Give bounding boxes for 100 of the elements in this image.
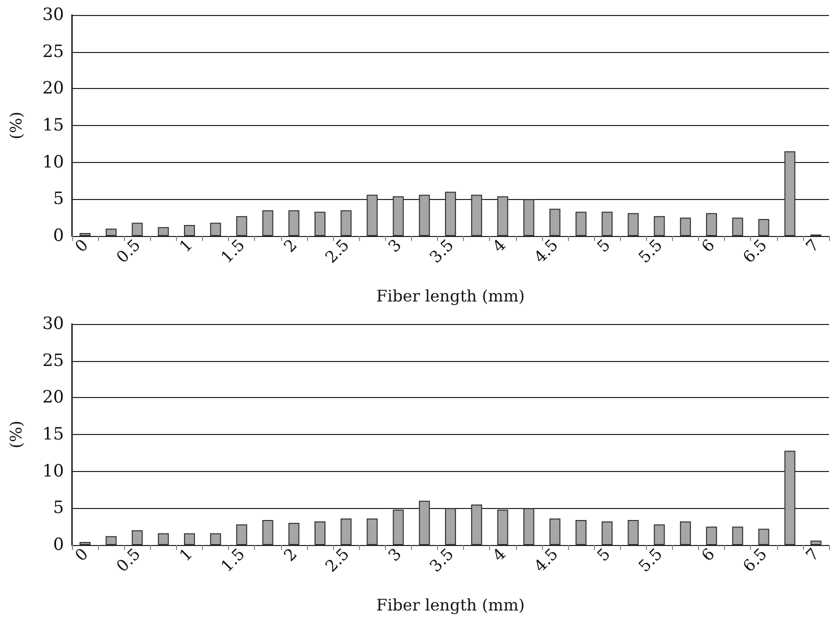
- x-tick-label: 4.5: [530, 235, 562, 267]
- y-tick-label: 30: [42, 314, 64, 334]
- x-tick-label: 1.5: [216, 235, 248, 267]
- bar: [158, 227, 169, 236]
- y-tick-label: 20: [42, 78, 64, 99]
- x-tick-label: 3: [384, 544, 406, 565]
- y-axis-title: (%): [6, 112, 26, 140]
- bar: [680, 521, 691, 545]
- x-tick-label: 7: [802, 235, 823, 256]
- bar: [210, 533, 222, 545]
- bar: [106, 228, 117, 236]
- y-tick-label: 5: [53, 189, 64, 210]
- bar: [340, 210, 352, 236]
- bar: [471, 504, 482, 545]
- bar: [314, 212, 326, 236]
- x-tick-label: 2: [280, 235, 301, 256]
- x-axis-title: Fiber length (mm): [376, 596, 525, 614]
- bar: [366, 518, 378, 545]
- bar: [418, 194, 430, 236]
- bar: [680, 218, 691, 236]
- x-tick-label: 0.5: [112, 235, 144, 267]
- y-tick-label: 25: [42, 42, 64, 62]
- x-tick-label: 3.5: [426, 544, 458, 576]
- x-tick-label: 1: [176, 235, 196, 256]
- x-tick-label: 7: [802, 544, 823, 565]
- bar: [732, 526, 744, 545]
- bar: [758, 219, 770, 236]
- x-tick-label: 4.5: [530, 544, 562, 576]
- bar: [392, 510, 404, 545]
- y-tick-label: 15: [42, 116, 64, 136]
- y-tick-label: 10: [42, 461, 64, 482]
- x-tick-label: 2.5: [321, 235, 353, 267]
- x-tick-label: 6.5: [739, 544, 770, 576]
- y-tick-label: 5: [53, 498, 64, 518]
- bar: [392, 196, 404, 236]
- bar: [706, 213, 718, 236]
- bar: [628, 213, 639, 236]
- y-tick-label: 20: [42, 388, 64, 408]
- bar: [549, 518, 560, 545]
- x-tick-label: 3.5: [426, 235, 458, 267]
- bar: [184, 533, 195, 545]
- x-tick-label: 2.5: [321, 544, 353, 576]
- bar: [549, 208, 560, 236]
- bar: [810, 540, 822, 545]
- x-tick-label: 5: [593, 544, 614, 565]
- x-tick-label: 5.5: [634, 544, 666, 576]
- bar: [758, 528, 770, 545]
- x-tick-label: 0.5: [112, 544, 144, 576]
- bar: [445, 508, 456, 545]
- x-tick-label: 6: [698, 544, 718, 565]
- x-tick-label: 6.5: [739, 235, 770, 267]
- bar: [576, 520, 586, 545]
- x-axis-title: Fiber length (mm): [376, 286, 525, 306]
- bar: [602, 212, 613, 236]
- bar: [236, 216, 248, 236]
- bar: [288, 210, 300, 236]
- bar: [784, 151, 796, 236]
- x-tick-label: 5: [593, 235, 614, 256]
- x-tick-label: 4: [488, 235, 510, 256]
- bar: [366, 194, 378, 236]
- y-axis-title: (%): [6, 420, 26, 448]
- x-tick-label: 1: [176, 544, 196, 565]
- bar: [784, 450, 796, 545]
- x-tick-label: 0: [71, 544, 92, 565]
- x-tick-label: 0: [71, 235, 92, 256]
- bar: [418, 500, 430, 545]
- bar: [628, 520, 639, 545]
- bar: [132, 530, 143, 545]
- bar: [732, 218, 744, 236]
- x-tick-label: 2: [280, 544, 301, 565]
- bar: [445, 192, 456, 236]
- bar: [158, 533, 169, 545]
- bar: [314, 521, 326, 545]
- bar: [654, 216, 665, 236]
- bar: [497, 196, 508, 236]
- bar: [210, 222, 222, 236]
- bar: [262, 210, 274, 236]
- bar: [523, 508, 534, 545]
- y-tick-label: 30: [42, 5, 64, 25]
- bar: [602, 521, 613, 545]
- y-tick-label: 10: [42, 152, 64, 172]
- bar: [340, 518, 352, 545]
- bar: [288, 522, 300, 545]
- bar: [132, 222, 143, 236]
- y-tick-label: 15: [42, 424, 64, 444]
- bar: [262, 520, 274, 545]
- y-tick-label: 25: [42, 350, 64, 371]
- bar: [497, 510, 508, 545]
- x-tick-label: 6: [698, 235, 718, 256]
- bar: [471, 194, 482, 236]
- x-tick-label: 4: [488, 544, 510, 565]
- x-tick-label: 1.5: [216, 544, 248, 576]
- bar: [654, 524, 665, 545]
- x-tick-label: 5.5: [634, 235, 666, 267]
- bar: [236, 524, 248, 545]
- bar: [706, 526, 718, 545]
- bar: [106, 536, 117, 545]
- x-tick-label: 3: [384, 235, 406, 256]
- bar: [184, 224, 195, 236]
- bar: [523, 199, 534, 236]
